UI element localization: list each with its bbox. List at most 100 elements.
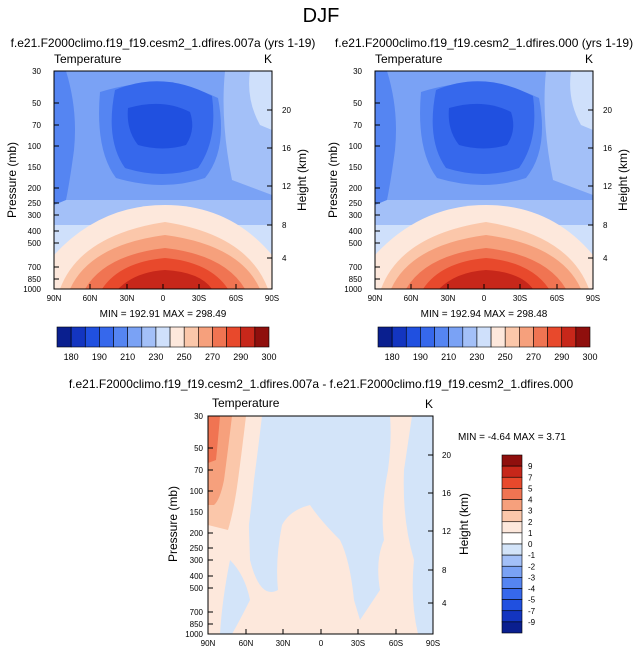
colorbar-label: 190	[92, 352, 107, 362]
colorbar-box	[56, 326, 72, 348]
panel-case1: f.e21.F2000climo.f19_f19.cesm2_1.dfires.…	[5, 36, 315, 362]
panel3-xtick: 90S	[426, 639, 440, 648]
colorbar-box	[169, 326, 185, 348]
figure-title: DJF	[303, 5, 340, 27]
colorbar-box	[533, 326, 548, 348]
panel1-ytick: 70	[32, 121, 41, 130]
panel1-title: f.e21.F2000climo.f19_f19.cesm2_1.dfires.…	[11, 36, 316, 50]
panel3-xtick: 90N	[201, 639, 216, 648]
colorbar-label: 3	[528, 507, 533, 516]
panel2-ytick: 400	[349, 227, 363, 236]
panel3-ytick: 1000	[185, 630, 203, 639]
panel3-ytick: 150	[190, 508, 204, 517]
panel3-ytick: 850	[190, 620, 204, 629]
panel2-ytick-right: 4	[603, 254, 608, 263]
panel-diff: f.e21.F2000climo.f19_f19.cesm2_1.dfires.…	[69, 377, 574, 648]
panel1-cold-core	[127, 103, 193, 149]
colorbar-box	[434, 326, 449, 348]
panel2-ytick: 1000	[344, 285, 362, 294]
panel1-ytick: 1000	[23, 285, 41, 294]
panel3-left-title: Temperature	[212, 396, 280, 410]
panel3-ytick: 400	[190, 572, 204, 581]
panel2-right-title: K	[585, 52, 593, 66]
colorbar-label: 190	[413, 352, 428, 362]
panel2-ytick: 150	[349, 163, 363, 172]
colorbar-label: 9	[528, 462, 533, 471]
colorbar-box	[391, 326, 407, 348]
panel2-y-right-tick-labels: 20 16 12 8 4	[603, 106, 612, 263]
colorbar-box	[501, 499, 523, 511]
panel2-polar-left	[375, 71, 396, 205]
colorbar-label: 7	[528, 473, 533, 482]
panel1-ytick: 850	[28, 275, 42, 284]
panel2-ytick: 200	[349, 184, 363, 193]
colorbar-box	[84, 326, 100, 348]
colorbar-label: -9	[528, 618, 536, 627]
panel3-y-right-tick-labels: 20 16 12 8 4	[442, 451, 451, 608]
panel1-ytick-right: 4	[282, 254, 287, 263]
colorbar-box	[462, 326, 478, 348]
panel1-left-title: Temperature	[54, 52, 122, 66]
colorbar-box	[504, 326, 520, 348]
panel3-xtick: 30N	[276, 639, 291, 648]
colorbar-label: 2	[528, 518, 533, 527]
colorbar-box	[547, 326, 563, 348]
colorbar-label: 270	[205, 352, 220, 362]
colorbar-box	[254, 326, 270, 348]
panel1-right-title: K	[264, 52, 272, 66]
colorbar-box	[501, 588, 523, 600]
colorbar-box	[501, 577, 523, 589]
panel3-x-tick-labels: 90N 60N 30N 0 30S 60S 90S	[201, 639, 440, 648]
panel1-ytick: 100	[28, 142, 42, 151]
panel1-xtick: 30S	[192, 294, 206, 303]
colorbar-label: 300	[582, 352, 597, 362]
panel3-ytick: 70	[194, 466, 203, 475]
panel2-ytick: 700	[349, 263, 363, 272]
panel1-xtick: 90N	[47, 294, 62, 303]
colorbar-box	[127, 326, 143, 348]
panel1-ytick: 30	[32, 67, 41, 76]
panel1-xtick: 90S	[265, 294, 279, 303]
panel2-title: f.e21.F2000climo.f19_f19.cesm2_1.dfires.…	[335, 36, 633, 50]
panel3-ytick: 50	[194, 444, 203, 453]
colorbar-box	[183, 326, 199, 348]
colorbar-box	[501, 454, 523, 467]
colorbar-box	[501, 599, 523, 612]
panel1-ytick: 400	[28, 227, 42, 236]
panel3-ytick: 200	[190, 529, 204, 538]
panel2-ticks	[374, 70, 594, 289]
panel1-stats: MIN = 192.91 MAX = 298.49	[100, 309, 227, 320]
panel3-neg-region-b	[403, 416, 433, 634]
panel3-ytick-right: 4	[442, 599, 447, 608]
panel1-ticks	[53, 70, 273, 289]
panel3-neg-region-a	[246, 416, 391, 620]
panel2-polar-right-2	[570, 71, 593, 130]
colorbar-box	[70, 326, 86, 348]
panel1-warm-295	[118, 270, 212, 289]
panel1-ytick: 250	[28, 199, 42, 208]
colorbar-label: 250	[177, 352, 192, 362]
panel1-ytick-right: 8	[282, 221, 287, 230]
colorbar-box	[405, 326, 421, 348]
colorbar-label: -7	[528, 607, 536, 616]
panel1-ytick-right: 20	[282, 106, 291, 115]
panel2-y-tick-labels: 30 50 70 100 150 200 250 300 400 500 700…	[344, 67, 362, 294]
panel2-ytick: 250	[349, 199, 363, 208]
colorbar-box	[99, 326, 114, 348]
panel3-ytick-right: 16	[442, 489, 451, 498]
colorbar-label: 300	[261, 352, 276, 362]
panel2-ytick: 50	[353, 99, 362, 108]
colorbar-label: 230	[148, 352, 163, 362]
panel1-ytick: 200	[28, 184, 42, 193]
panel2-ytick: 850	[349, 275, 363, 284]
colorbar-box	[501, 543, 523, 556]
panel3-field	[208, 416, 433, 634]
colorbar-box	[476, 326, 492, 348]
colorbar-label: 270	[526, 352, 541, 362]
panel3-xtick: 60S	[389, 639, 403, 648]
colorbar-box	[240, 326, 256, 348]
panel3-ytick: 250	[190, 544, 204, 553]
panel1-ytick-right: 12	[282, 182, 291, 191]
colorbar-label: 180	[64, 352, 79, 362]
panel3-xtick: 0	[319, 639, 324, 648]
